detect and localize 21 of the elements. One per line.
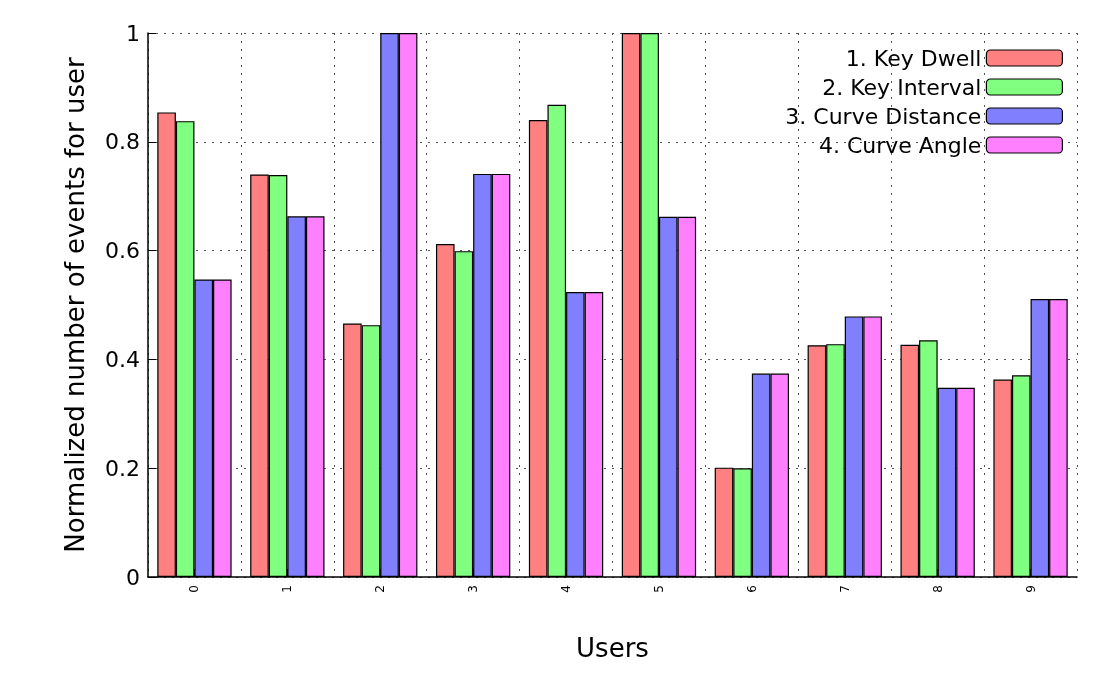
y-tick-label: 0.4 — [105, 346, 140, 372]
y-tick-label: 0.6 — [105, 238, 140, 264]
x-tick-label: 0 — [187, 585, 202, 593]
x-tick-label: 5 — [651, 585, 666, 593]
x-tick-label: 9 — [1023, 585, 1038, 593]
legend-label: 2. Key Interval — [822, 74, 982, 100]
x-tick-label: 2 — [373, 585, 388, 593]
y-axis-title: Normalized number of events for user — [60, 57, 90, 553]
x-tick-label: 1 — [280, 585, 295, 593]
x-tick-label: 3 — [466, 585, 481, 593]
x-tick-label: 6 — [744, 585, 759, 593]
legend-label: 1. Key Dwell — [845, 45, 982, 71]
y-tick-label: 0.2 — [105, 455, 140, 481]
x-tick-label: 4 — [559, 585, 574, 593]
legend-label: 3. Curve Distance — [785, 103, 982, 129]
y-tick-label: 1 — [126, 20, 140, 46]
x-tick-label: 7 — [837, 585, 852, 593]
y-tick-label: 0.8 — [105, 129, 140, 155]
legend-label: 4. Curve Angle — [818, 132, 982, 158]
x-axis-title: Users — [576, 633, 649, 663]
x-tick-label: 8 — [930, 585, 945, 593]
